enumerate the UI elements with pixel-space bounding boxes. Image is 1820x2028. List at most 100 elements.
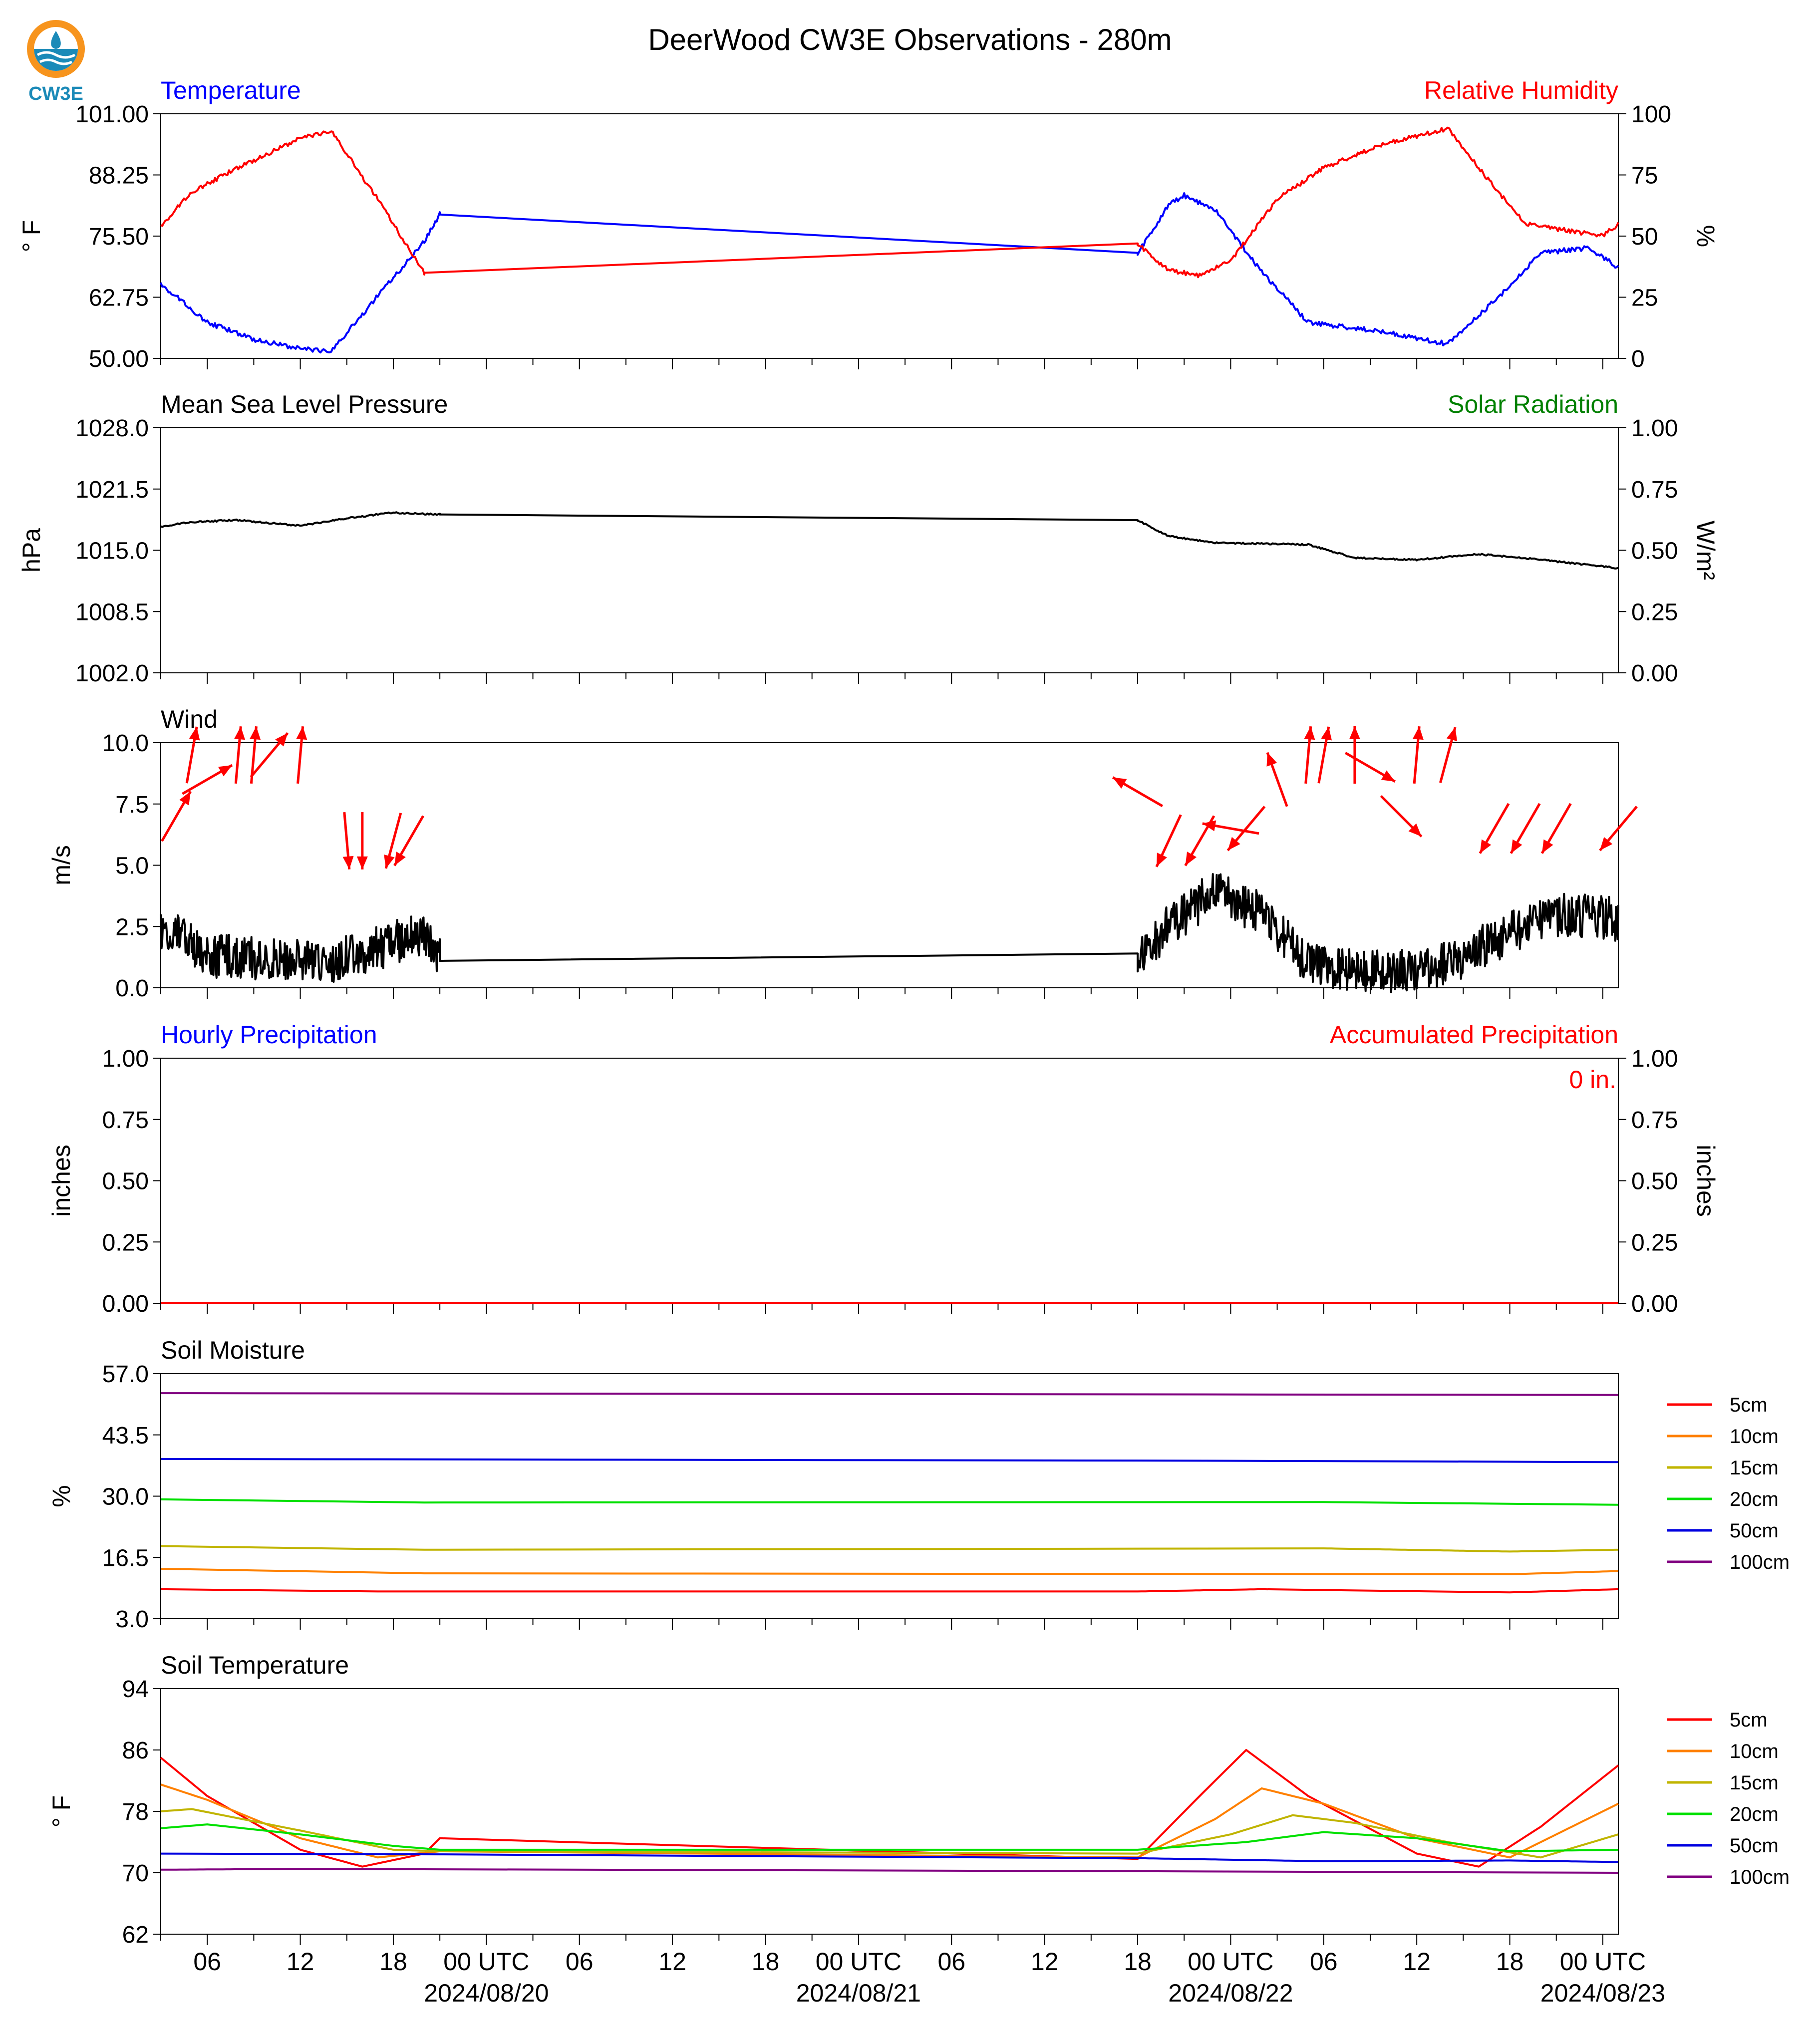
- wind-direction-arrow: [1412, 726, 1424, 784]
- wind-arrow-head: [250, 726, 261, 740]
- wind-arrow-head: [1227, 837, 1240, 851]
- y-axis-label: inches: [47, 1145, 75, 1217]
- wind-direction-arrow: [1540, 803, 1572, 854]
- y2-tick-label: 100: [1631, 101, 1671, 128]
- wind-arrow-head: [394, 852, 406, 866]
- wind-arrow-head: [1600, 837, 1613, 851]
- wind-arrow-head: [218, 765, 232, 777]
- series-line-20cm: [160, 1823, 1619, 1852]
- wind-direction-arrow: [1155, 814, 1182, 868]
- x-tick-label: 12: [658, 1948, 686, 1976]
- y-tick-label: 57.0: [102, 1361, 149, 1388]
- wind-direction-arrow: [161, 791, 192, 842]
- wind-direction-arrow: [342, 812, 354, 869]
- x-tick-label: 00 UTC: [816, 1948, 902, 1976]
- y-tick-label: 2.5: [115, 914, 149, 940]
- plot-frame: [160, 427, 1619, 673]
- y-axis-label: m/s: [47, 845, 75, 885]
- series-line-100cm: [161, 1868, 1619, 1874]
- y-tick-label: 75.50: [89, 224, 149, 250]
- wind-arrow-head: [275, 733, 288, 747]
- x-date-label: 2024/08/21: [796, 1979, 921, 2007]
- x-tick-label: 12: [287, 1948, 314, 1976]
- panel-left-title: Hourly Precipitation: [161, 1021, 377, 1049]
- wind-direction-arrow: [1510, 803, 1541, 854]
- wind-direction-arrow: [393, 815, 424, 867]
- wind-arrow-head: [1321, 726, 1332, 741]
- wind-arrow-head: [1185, 852, 1197, 866]
- series-line-wind: [160, 873, 1619, 993]
- y2-tick-label: 25: [1631, 285, 1658, 311]
- wind-direction-arrow: [1317, 726, 1332, 784]
- y-tick-label: 62.75: [89, 285, 149, 311]
- wind-arrow-head: [1446, 727, 1458, 741]
- x-tick-label: 00 UTC: [443, 1948, 529, 1976]
- series-line-relative-humidity: [160, 126, 1619, 279]
- panel-soil_temperature: 94 86 78 70 62 Soil Temperature ° F 5cm 10cm 15cm…: [47, 1651, 1790, 1948]
- y-tick-label: 5.0: [115, 853, 149, 879]
- wind-arrow-head: [356, 856, 368, 869]
- series-line-5cm: [160, 1588, 1619, 1594]
- cw3e-logo: CW3E: [27, 20, 85, 104]
- y-tick-label: 1015.0: [75, 538, 149, 565]
- wind-direction-arrow: [1380, 795, 1423, 838]
- legend-label: 100cm: [1730, 1866, 1790, 1888]
- wind-direction-arrow: [384, 813, 402, 869]
- wind-direction-arrow: [182, 764, 233, 795]
- y-tick-label: 0.25: [102, 1229, 149, 1256]
- y2-tick-label: 0.25: [1631, 1229, 1678, 1256]
- x-tick-label: 18: [1496, 1948, 1524, 1976]
- y2-tick-label: 0: [1631, 346, 1645, 372]
- series-line-5cm: [160, 1749, 1619, 1868]
- series-line-10cm: [160, 1568, 1619, 1575]
- y-tick-label: 0.75: [102, 1107, 149, 1134]
- wind-direction-arrow: [234, 726, 246, 784]
- y-axis-label: %: [47, 1485, 75, 1507]
- y-tick-label: 86: [122, 1738, 149, 1764]
- y2-tick-label: 0.50: [1631, 1168, 1678, 1195]
- y-tick-label: 3.0: [115, 1606, 149, 1633]
- x-date-label: 2024/08/20: [424, 1979, 549, 2007]
- y2-tick-label: 0.75: [1631, 1107, 1678, 1134]
- wind-arrow-head: [1266, 752, 1277, 767]
- y-tick-label: 7.5: [115, 792, 149, 818]
- y-tick-label: 0.0: [115, 975, 149, 1002]
- legend-label: 10cm: [1730, 1426, 1779, 1448]
- wind-arrow-head: [179, 791, 191, 806]
- y2-axis-label: %: [1692, 225, 1720, 247]
- wind-arrow-head: [1113, 777, 1127, 789]
- panel-left-title: Soil Temperature: [161, 1651, 349, 1679]
- panel-pressure: 1028.0 1021.5 1015.0 1008.5 1002.0 1.00 0.75 0.…: [17, 390, 1720, 687]
- y2-tick-label: 0.25: [1631, 599, 1678, 625]
- panel-left-title: Temperature: [161, 76, 301, 104]
- y2-tick-label: 0.50: [1631, 538, 1678, 565]
- wind-direction-arrow: [1439, 727, 1458, 783]
- wind-arrow-head: [1349, 726, 1360, 740]
- y2-tick-label: 75: [1631, 163, 1658, 189]
- y-tick-label: 88.25: [89, 163, 149, 189]
- wind-arrow-head: [1381, 770, 1395, 782]
- wind-arrow-head: [1304, 726, 1315, 740]
- wind-arrow-head: [234, 726, 246, 740]
- wind-direction-arrow: [1349, 726, 1360, 784]
- y-tick-label: 101.00: [75, 101, 149, 128]
- y-axis-label: ° F: [17, 220, 45, 252]
- series-line-20cm: [160, 1498, 1619, 1506]
- y-tick-label: 62: [122, 1922, 149, 1948]
- y2-axis-label: inches: [1692, 1145, 1720, 1217]
- plot-frame: [160, 1058, 1619, 1304]
- wind-arrow-head: [1480, 839, 1492, 854]
- y-tick-label: 10.0: [102, 730, 149, 757]
- wind-arrow-head: [1202, 820, 1216, 832]
- series-line-mean-sea-level-pressure: [160, 511, 1619, 570]
- y2-tick-label: 0.75: [1631, 477, 1678, 503]
- y-tick-label: 1002.0: [75, 660, 149, 687]
- legend-label: 20cm: [1730, 1488, 1779, 1510]
- wind-arrow-head: [1412, 726, 1424, 740]
- series-line-15cm: [160, 1545, 1619, 1553]
- wind-arrow-head: [189, 726, 200, 741]
- x-date-label: 2024/08/22: [1168, 1979, 1293, 2007]
- y2-tick-label: 0.00: [1631, 1291, 1678, 1317]
- series-line-50cm: [160, 1457, 1619, 1463]
